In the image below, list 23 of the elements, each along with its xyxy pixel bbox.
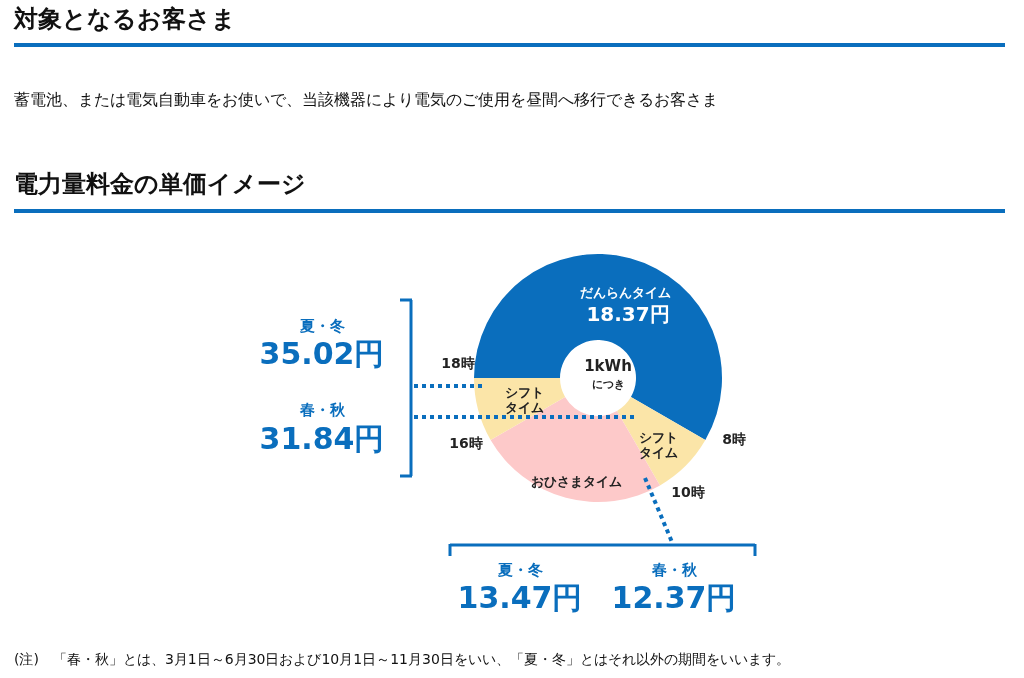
text: 電力量料金の単価イメージ: [14, 170, 306, 198]
text: 蓄電池、または電気自動車をお使いで、当該機器により電気のご使用を昼間へ移行できるお客さま: [14, 90, 718, 109]
slice-label: シフトタイム: [504, 385, 544, 415]
text: 夏・冬: [298, 317, 345, 335]
text: 1kWh: [584, 357, 632, 375]
text: 10時: [671, 484, 705, 500]
text: 31.84円: [259, 421, 385, 456]
text: (注) 「春・秋」とは、3月1日～6月30日および10月1日～11月30日をいい、「夏・冬」とはそれ以外の期間をいいます。: [14, 651, 790, 667]
text: 春・秋: [298, 401, 346, 419]
text: 8時: [722, 431, 746, 447]
text: につき: [591, 378, 625, 391]
text: 16時: [449, 435, 483, 451]
slice-label: シフトタイム: [638, 430, 678, 460]
slice-label: おひさまタイム: [530, 474, 622, 489]
text: 夏・冬: [496, 561, 543, 579]
slice-label: だんらんタイム: [579, 285, 671, 300]
text: 18.37円: [586, 302, 670, 326]
text: 13.47円: [457, 580, 583, 615]
text: 35.02円: [259, 336, 385, 371]
text: 対象となるお客さま: [13, 5, 236, 33]
text: 18時: [441, 355, 475, 371]
text: 12.37円: [611, 580, 737, 615]
text: 春・秋: [650, 561, 698, 579]
